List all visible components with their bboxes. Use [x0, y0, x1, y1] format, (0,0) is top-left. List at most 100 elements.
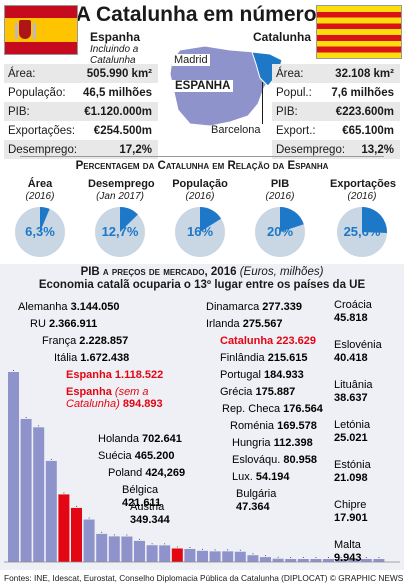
catalonia-heading: Catalunha [253, 30, 312, 44]
bar-title-units: (Euros, milhões) [239, 266, 324, 278]
pie-title: Desemprego [88, 178, 155, 190]
bar-label: Catalunha 223.629 [220, 335, 316, 347]
bar [184, 548, 196, 562]
stat-label: Área: [8, 67, 36, 80]
spain-heading: Espanha [90, 30, 141, 44]
bar-label: Portugal 184.933 [220, 369, 304, 381]
catalonia-flag-icon [316, 5, 402, 59]
bar [285, 559, 297, 562]
bar [260, 557, 271, 562]
bar-label: Eslovénia 40.418 [334, 339, 383, 364]
pie-chart [15, 207, 65, 257]
percent-section-title: Percentagem da Catalunha em Relação da E… [75, 160, 329, 172]
pie-slice-value [362, 207, 387, 233]
pie-title: População [172, 178, 228, 190]
stat-row: Desemprego: 17,2% [4, 140, 158, 159]
bar [33, 427, 45, 562]
stat-row: Popul.: 7,6 milhões [272, 83, 400, 102]
stat-label: PIB: [8, 105, 30, 118]
stat-value: €65.100m [342, 124, 394, 137]
spain-stats: Área: 505.990 km² População: 46,5 milhões … [4, 64, 158, 159]
bar-label: Rep. Checa 176.564 [222, 403, 324, 415]
bar-label: Grécia 175.887 [220, 386, 295, 398]
bar [134, 540, 145, 562]
bar-label: Irlanda 275.567 [206, 318, 282, 330]
bar [297, 559, 309, 562]
stat-value: 505.990 km² [86, 67, 152, 80]
bar [121, 536, 133, 562]
pie-year: (2016) [25, 191, 55, 202]
bar-title-main: PIB a preços de mercado, 2016 [80, 266, 237, 278]
pie-value-label: 20% [266, 224, 294, 239]
pie-chart [337, 207, 387, 257]
stat-label: Desemprego: [8, 143, 78, 156]
madrid-label: Madrid [172, 54, 210, 66]
spain-flag-icon [4, 5, 78, 55]
bar [310, 559, 322, 562]
bar-label: Dinamarca 277.339 [206, 301, 302, 313]
pie-title: PIB [270, 178, 290, 190]
pie-year: (2016) [185, 191, 215, 202]
spain-map-label: ESPANHA [172, 80, 234, 92]
bar [272, 558, 284, 562]
bar-label: Alemanha 3.144.050 [18, 301, 120, 313]
stat-value: 46,5 milhões [82, 86, 152, 99]
bar [373, 559, 385, 562]
bar-label: Suécia 465.200 [98, 450, 174, 462]
stat-row: População: 46,5 milhões [4, 83, 158, 102]
stat-row: Desemprego: 13,2% [272, 140, 400, 159]
stat-label: Desemprego: [276, 143, 346, 156]
pie-slice-value [200, 207, 222, 232]
bar-label: Poland 424,269 [108, 467, 185, 479]
bar [335, 559, 347, 562]
stat-value: 17,2% [119, 143, 152, 156]
bar-label: Bélgica 421.611 [122, 484, 161, 509]
bar-label: Chipre 17.901 [334, 499, 368, 524]
bar-label: Áustria 349.344 [130, 500, 171, 526]
pie-year: (Jan 2017) [96, 191, 144, 202]
bar [348, 559, 360, 562]
bar-label: Espanha 1.118.522 [66, 369, 163, 381]
gdp-bar-chart: Alemanha 3.144.050 RU 2.366.911 França 2.2… [4, 299, 400, 564]
bar-label: Lituânia 38.637 [334, 379, 373, 404]
bar [197, 550, 208, 562]
pie-chart [95, 207, 145, 257]
bar [360, 559, 372, 562]
bar-label: Espanha (sem a Catalunha) 894.893 [66, 386, 163, 410]
stat-value: 7,6 milhões [331, 86, 394, 99]
stat-label: Export.: [276, 124, 316, 137]
bar [108, 536, 120, 562]
pie-value-label: 12,7% [101, 224, 139, 239]
pie-title: Área [27, 178, 53, 190]
bar-label: Hungria 112.398 [232, 437, 313, 449]
pie-year: (2016) [347, 191, 377, 202]
bar [323, 559, 334, 562]
bar-label: Estónia 21.098 [334, 459, 372, 484]
bar-label: Itália 1.672.438 [54, 352, 129, 364]
stat-row: Área: 505.990 km² [4, 64, 158, 83]
stat-row: PIB: €1.120.000m [4, 102, 158, 121]
percent-section-rule [20, 156, 384, 157]
bar [247, 555, 259, 562]
stat-label: PIB: [276, 105, 298, 118]
bar-section-subtitle: Economia catalã ocuparia o 13º lugar ent… [38, 279, 366, 291]
stat-label: Popul.: [276, 86, 312, 99]
bar [83, 519, 95, 562]
bar [8, 372, 19, 562]
pie-value-label: 6,3% [25, 224, 55, 239]
bar [146, 545, 158, 562]
stat-row: PIB: €223.600m [272, 102, 400, 121]
bar-label: RU 2.366.911 [30, 318, 97, 330]
barcelona-pointer [262, 82, 263, 124]
pie-value-label: 25,6% [343, 224, 381, 239]
pie-slice-value [40, 207, 50, 232]
catalonia-stats: Área: 32.108 km² Popul.: 7,6 milhões PIB: €… [272, 64, 400, 159]
bar [71, 507, 82, 562]
bar-label: Malta 9.943 [334, 539, 362, 564]
bar-label: Letónia 25.021 [334, 419, 371, 444]
pie-charts: Área (2016) 6,3% Desemprego (Jan 2017) 12,7% P… [0, 174, 404, 257]
stat-label: Exportações: [8, 124, 76, 137]
bar [159, 545, 171, 562]
bar-label: Bulgária 47.364 [236, 488, 277, 513]
bar-label: Eslováqu. 80.958 [232, 454, 317, 466]
